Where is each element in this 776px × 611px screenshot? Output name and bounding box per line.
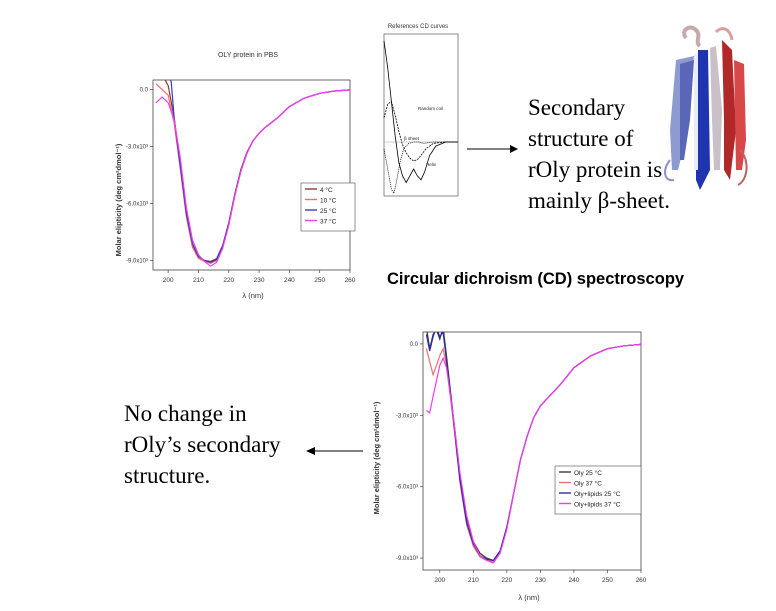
legend-label: Oly+lipids 25 °C [574, 490, 621, 498]
y-tick-label: -6.0x10³ [126, 202, 148, 208]
y-tick-label: -9.0x10³ [126, 259, 148, 265]
caption-line: structure. [124, 463, 211, 488]
y-tick-label: 0.0 [140, 88, 149, 94]
legend-label: Oly 25 °C [574, 469, 602, 477]
series-line [425, 343, 641, 563]
x-tick-label: 230 [254, 277, 265, 284]
no-change-caption: No change in rOly’s secondary structure. [124, 398, 281, 491]
series-line [170, 80, 350, 264]
legend-label: 10 °C [320, 197, 337, 205]
series-line [383, 40, 458, 184]
x-tick-label: 260 [345, 277, 356, 284]
series-line [425, 332, 641, 562]
y-tick-label: -9.0x10³ [396, 556, 418, 562]
chart-title: References CD curves [388, 24, 448, 30]
secondary-structure-caption: Secondary structure of rOly protein is m… [528, 92, 670, 216]
series-line [426, 343, 641, 564]
series-line [155, 83, 350, 264]
cd-chart-reference-curves: References CD curves Random coil β sheet H… [383, 24, 459, 197]
series-annotation: Random coil [418, 106, 443, 111]
legend-label: Oly 37 °C [574, 480, 602, 488]
legend-box [300, 182, 356, 232]
series-line [155, 89, 350, 267]
caption-line: No change in [124, 401, 247, 426]
x-tick-label: 210 [193, 277, 204, 284]
legend-label: 37 °C [320, 218, 337, 226]
cd-chart-oly-pbs: OLY protein in PBS Molar elipticity (deg… [114, 52, 356, 300]
x-tick-label: 260 [636, 577, 647, 584]
legend-box [554, 465, 642, 515]
caption-line: structure of [528, 126, 634, 151]
y-tick-label: -6.0x10³ [396, 485, 418, 491]
chart-title: OLY protein in PBS [218, 52, 278, 59]
x-tick-label: 220 [501, 577, 512, 584]
x-tick-label: 200 [163, 277, 174, 284]
x-tick-label: 200 [434, 577, 445, 584]
y-axis-label: Molar elipticity (deg cm²dmol⁻¹) [372, 401, 381, 514]
x-tick-label: 250 [602, 577, 613, 584]
x-axis-label: λ (nm) [518, 593, 540, 602]
caption-line: mainly β-sheet. [528, 188, 670, 213]
x-tick-label: 230 [535, 577, 546, 584]
x-tick-label: 210 [468, 577, 479, 584]
x-tick-label: 220 [223, 277, 234, 284]
y-tick-label: -3.0x10³ [396, 413, 418, 419]
legend-label: 25 °C [320, 207, 337, 215]
series-line [426, 332, 641, 562]
series-annotation: β sheet [404, 136, 420, 141]
series-line [383, 141, 458, 195]
y-axis-label: Molar elipticity (deg cm²dmol⁻¹) [114, 143, 123, 256]
legend-label: Oly+lipids 37 °C [574, 501, 621, 509]
y-tick-label: -3.0x10³ [126, 145, 148, 151]
section-heading: Circular dichroism (CD) spectroscopy [387, 270, 685, 288]
x-tick-label: 240 [284, 277, 295, 284]
x-tick-label: 240 [568, 577, 579, 584]
legend-label: 4 °C [320, 186, 333, 194]
caption-line: Secondary [528, 95, 626, 120]
series-line [383, 100, 458, 162]
y-tick-label: 0.0 [410, 342, 419, 348]
caption-line: rOly protein is [528, 157, 663, 182]
caption-line: rOly’s secondary [124, 432, 281, 457]
cd-chart-oly-lipids: Molar elipticity (deg cm²dmol⁻¹) λ (nm) … [372, 331, 647, 602]
right-arrow [467, 145, 518, 153]
plot-frame [383, 33, 459, 197]
left-arrow [306, 447, 363, 455]
protein-structure-image [664, 25, 748, 190]
plot-frame [422, 331, 642, 571]
series-annotation: Helix [426, 162, 437, 167]
x-axis-label: λ (nm) [242, 291, 264, 300]
x-tick-label: 250 [314, 277, 325, 284]
plot-frame [152, 79, 351, 271]
